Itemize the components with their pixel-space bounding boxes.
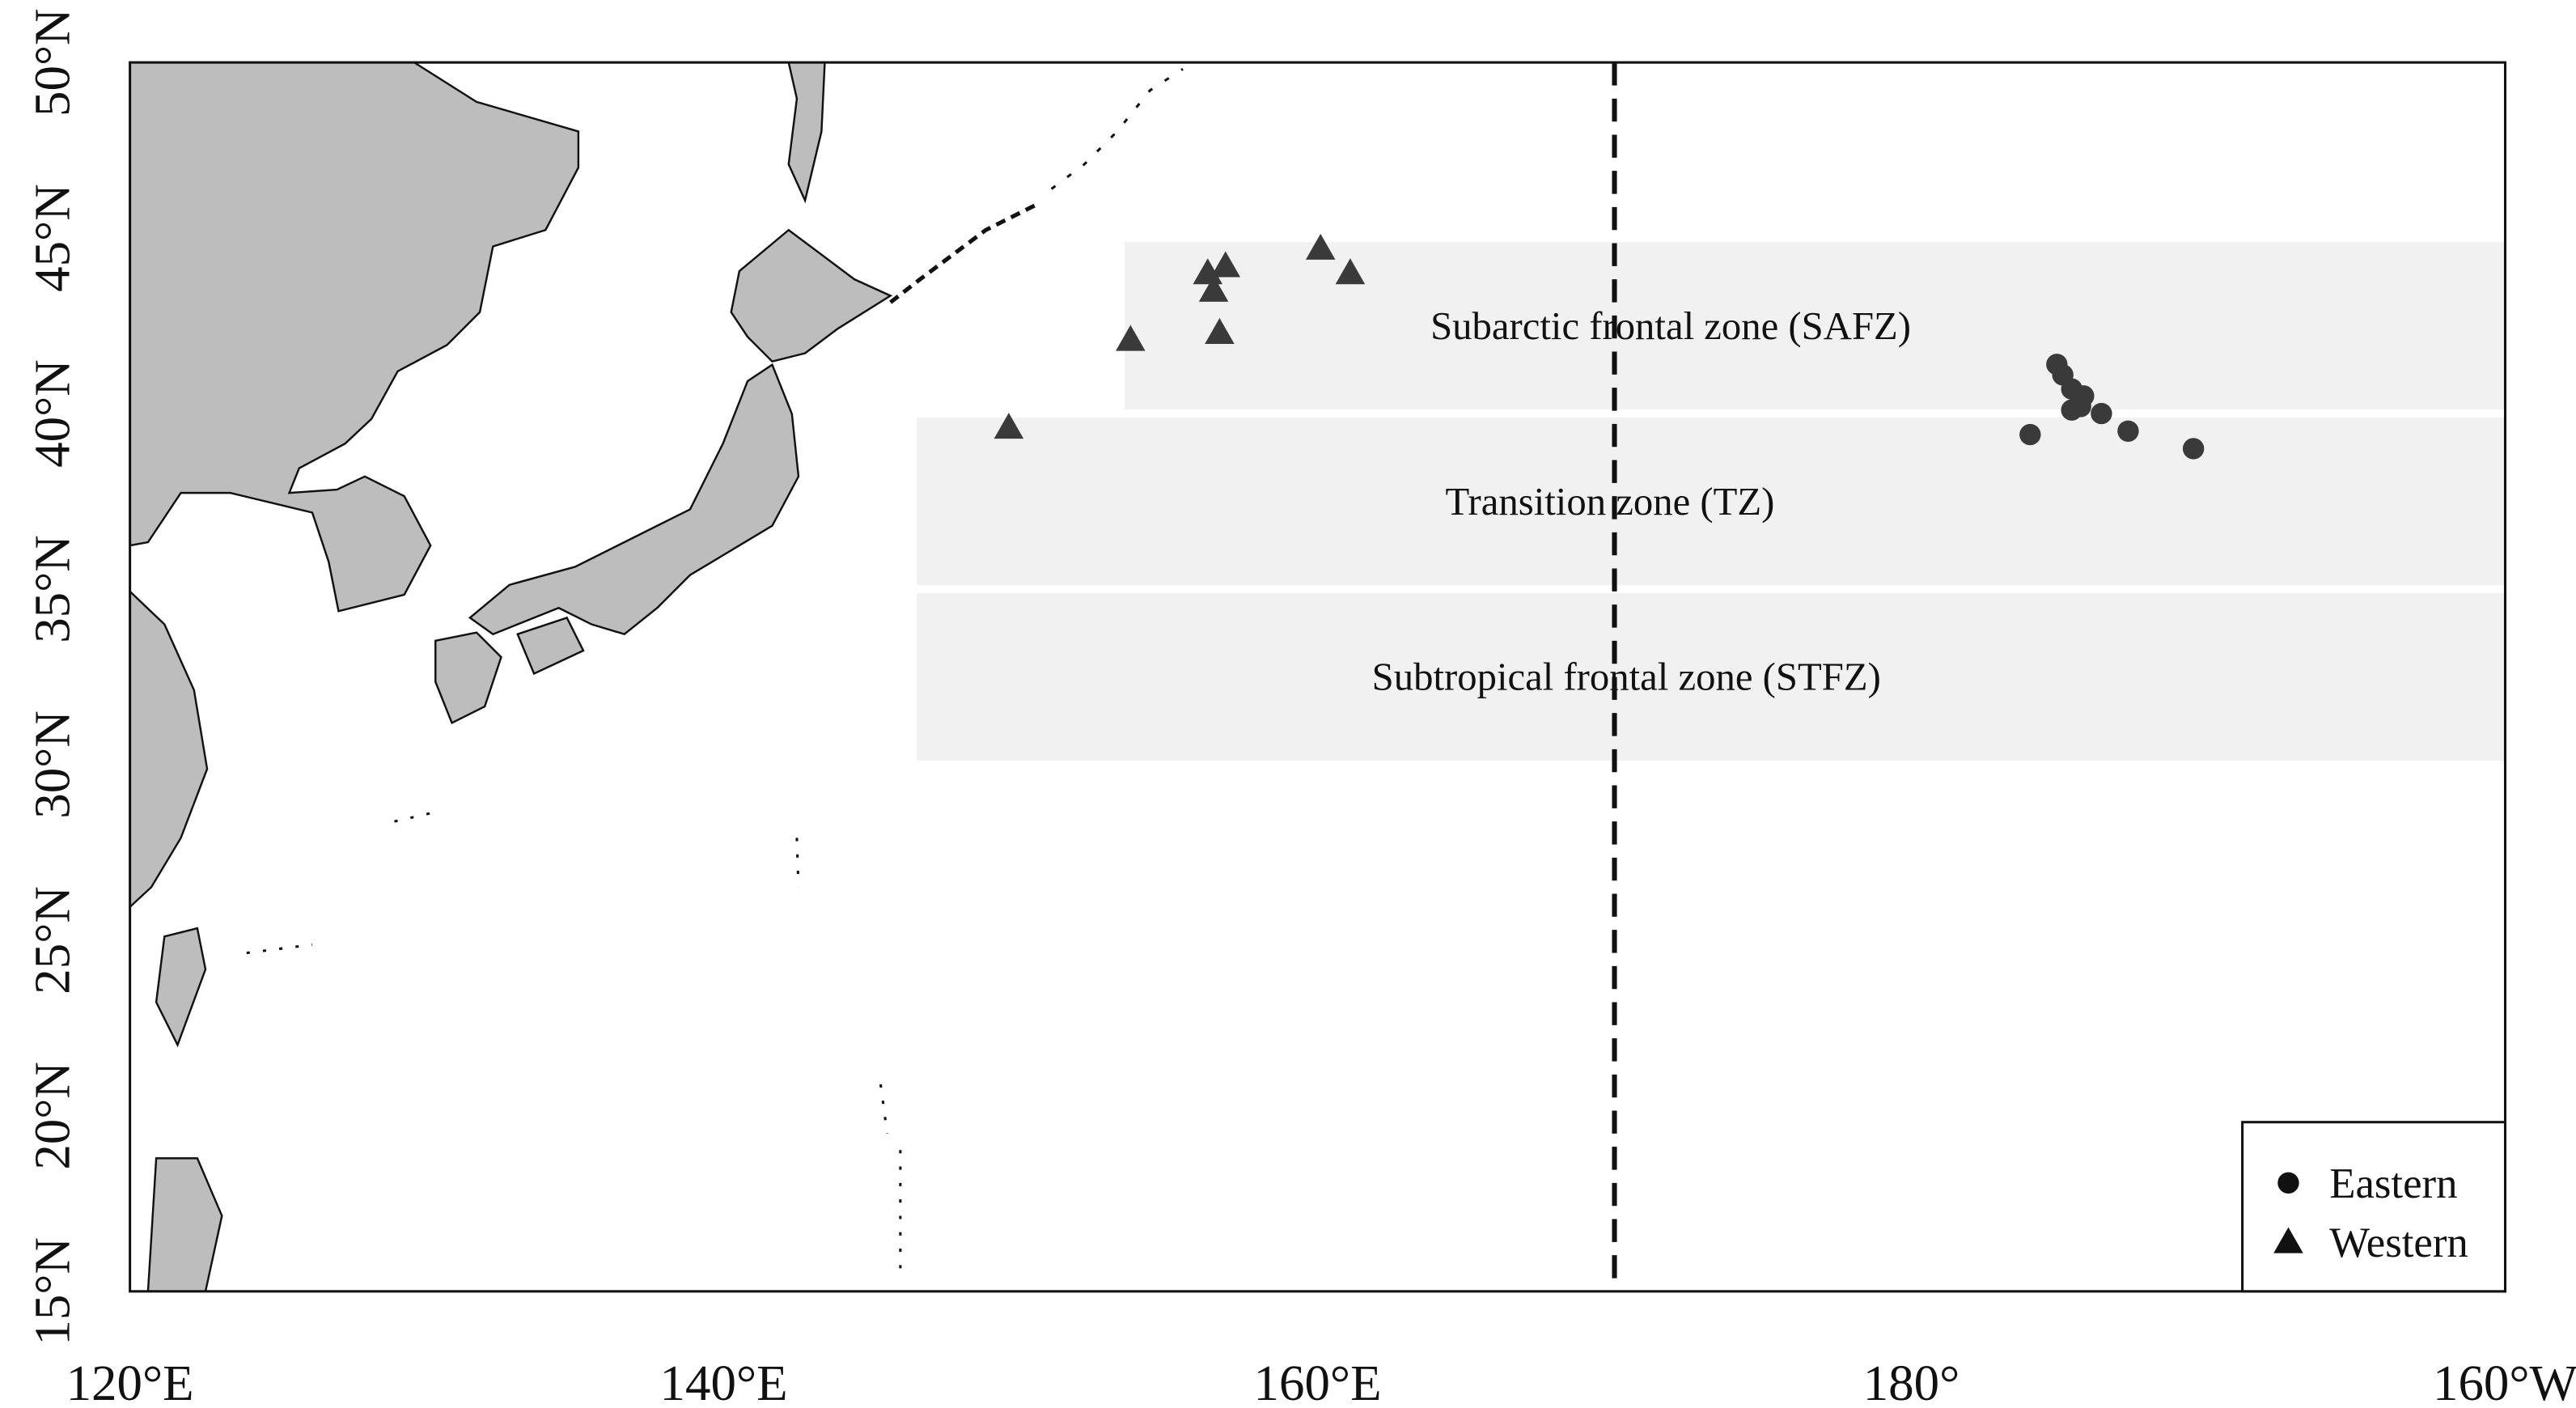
sakhalin <box>787 62 826 204</box>
x-tick-label: 140°E <box>660 1355 788 1408</box>
y-tick-label: 25°N <box>23 886 80 995</box>
point-triangle <box>1335 258 1366 285</box>
point-circle <box>2061 399 2082 421</box>
zone-band <box>917 418 2506 585</box>
y-tick-label: 45°N <box>23 184 80 292</box>
land <box>129 62 1184 1291</box>
point-triangle <box>1198 275 1229 302</box>
y-tick-label: 50°N <box>23 8 80 117</box>
kyushu <box>434 631 502 725</box>
legend-box <box>2241 1121 2507 1293</box>
x-tick-label: 120°E <box>66 1355 194 1408</box>
y-tick-label: 15°N <box>23 1237 80 1346</box>
x-tick-label: 160°W <box>2433 1355 2576 1408</box>
legend-label: Western <box>2329 1219 2468 1266</box>
small-islands <box>246 812 902 1282</box>
point-triangle <box>994 413 1024 439</box>
taiwan <box>155 927 207 1048</box>
zones: Subarctic frontal zone (SAFZ) Transition … <box>917 242 2506 761</box>
point-triangle <box>1205 317 1235 344</box>
marks <box>994 62 2205 1291</box>
luzon <box>146 1157 223 1291</box>
zone-label: Subarctic frontal zone (SAFZ) <box>1430 304 1911 348</box>
honshu <box>468 363 800 636</box>
point-circle <box>2117 420 2139 442</box>
point-triangle <box>1210 251 1241 278</box>
shikoku <box>516 616 585 676</box>
x-tick-label: 160°E <box>1254 1355 1382 1408</box>
legend-label: Eastern <box>2329 1160 2457 1207</box>
kuril-islands <box>889 201 1040 304</box>
asia-mainland <box>129 62 580 613</box>
y-tick-label: 35°N <box>23 535 80 643</box>
point-circle <box>2091 402 2112 425</box>
y-tick-label: 30°N <box>23 710 80 819</box>
x-tick-label: 180° <box>1863 1355 1960 1408</box>
plot-frame <box>129 61 2507 1293</box>
point-circle <box>2277 1172 2299 1194</box>
point-triangle <box>1305 233 1336 260</box>
china-coast <box>129 590 209 909</box>
point-circle <box>2182 438 2205 460</box>
legend: Eastern Western <box>2273 1160 2468 1266</box>
y-tick-label: 40°N <box>23 359 80 468</box>
zone-label: Transition zone (TZ) <box>1446 480 1775 524</box>
point-circle <box>2019 423 2041 446</box>
point-triangle <box>2273 1227 2303 1253</box>
zone-band <box>917 593 2506 761</box>
point-triangle <box>1193 258 1223 285</box>
y-tick-label: 20°N <box>23 1062 80 1170</box>
aleutian-islands <box>1050 67 1184 190</box>
zone-label: Subtropical frontal zone (STFZ) <box>1372 655 1881 699</box>
hokkaido <box>730 228 893 363</box>
point-triangle <box>1116 324 1146 351</box>
